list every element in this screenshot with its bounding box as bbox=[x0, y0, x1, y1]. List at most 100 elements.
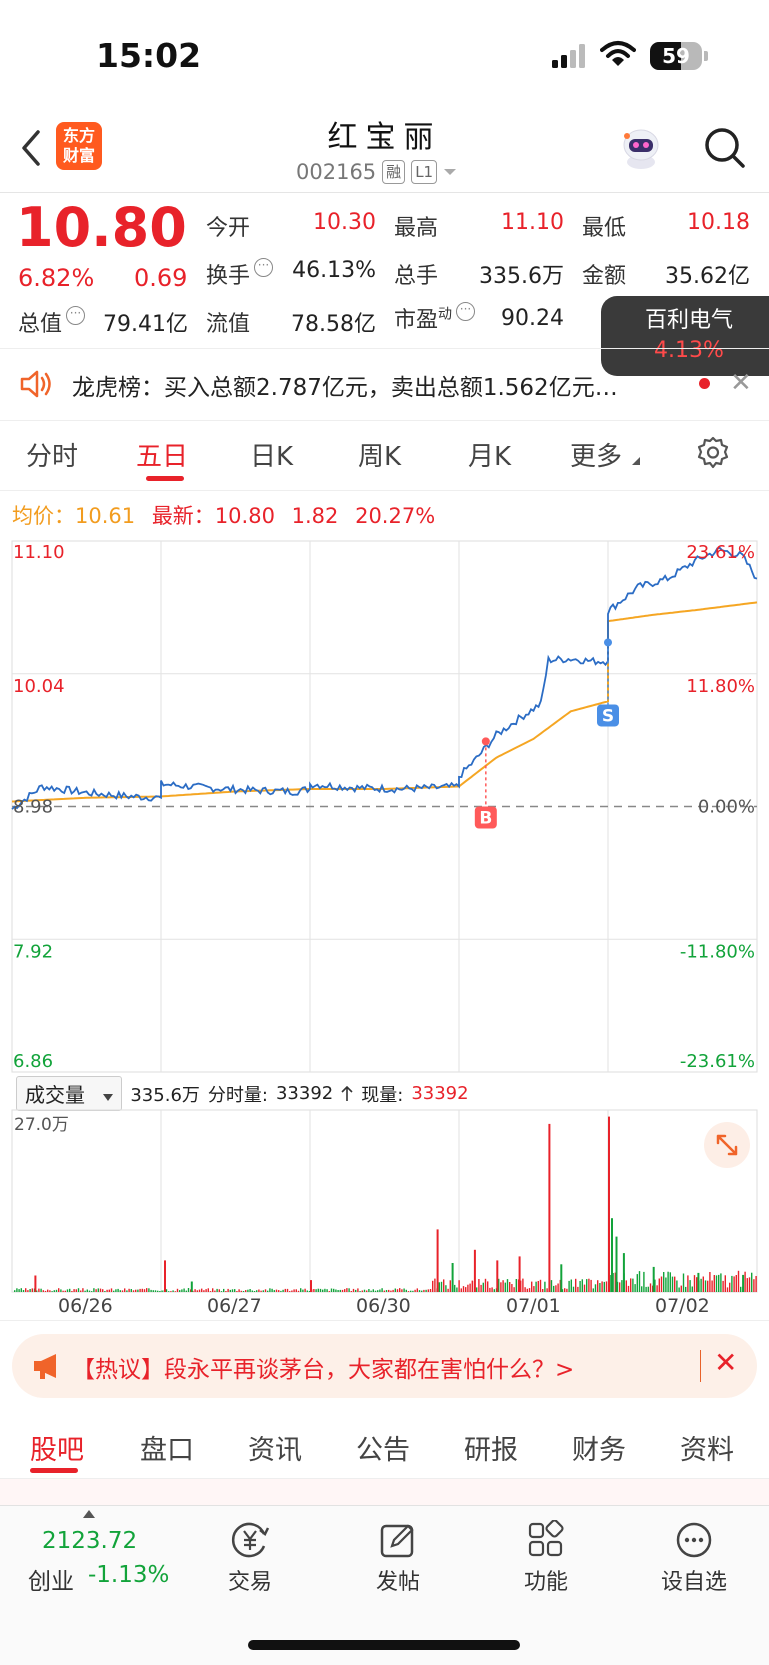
tab-news[interactable]: 资讯 bbox=[248, 1435, 302, 1466]
search-icon[interactable] bbox=[703, 126, 747, 170]
volume-bar bbox=[709, 1272, 711, 1292]
nav-add-watchlist[interactable]: 设自选 bbox=[644, 1520, 744, 1596]
volume-bar bbox=[234, 1289, 236, 1292]
volume-bar bbox=[513, 1287, 515, 1292]
battery-icon: 59 bbox=[650, 42, 702, 70]
tab-guba[interactable]: 股吧 bbox=[30, 1435, 84, 1466]
volume-spike-bar bbox=[622, 1253, 625, 1292]
tab-more[interactable]: 更多 bbox=[570, 436, 641, 473]
volume-bar bbox=[696, 1277, 698, 1292]
grid-apps-icon bbox=[528, 1520, 564, 1557]
volume-bar bbox=[82, 1288, 84, 1292]
nav-trade[interactable]: 交易 bbox=[200, 1520, 300, 1596]
volume-bar bbox=[152, 1290, 154, 1292]
volume-bar bbox=[161, 1290, 163, 1292]
volume-bar bbox=[330, 1288, 333, 1292]
volume-bar bbox=[271, 1288, 273, 1292]
open-label: 今开 bbox=[206, 216, 251, 241]
volume-bar bbox=[249, 1289, 251, 1292]
volume-bar bbox=[476, 1287, 478, 1292]
gear-icon[interactable] bbox=[696, 436, 730, 470]
nav-functions[interactable]: 功能 bbox=[496, 1520, 596, 1596]
volume-bar bbox=[194, 1289, 196, 1292]
sector-percent: 4.13% bbox=[654, 338, 724, 363]
volume-bar bbox=[416, 1288, 418, 1292]
tab-profile[interactable]: 资料 bbox=[680, 1435, 734, 1466]
volume-bar bbox=[421, 1290, 423, 1292]
volume-bar bbox=[733, 1276, 735, 1292]
volume-indicator-select[interactable]: 成交量 bbox=[16, 1076, 123, 1111]
tab-announcements[interactable]: 公告 bbox=[356, 1435, 410, 1466]
volume-bar bbox=[157, 1290, 159, 1292]
volume-bar bbox=[443, 1279, 445, 1292]
stock-code-row[interactable]: 002165 融 L1 bbox=[296, 160, 457, 184]
tab-more-label: 更多 bbox=[570, 442, 623, 472]
index-name[interactable]: 创业 bbox=[28, 1569, 74, 1595]
volume-bar bbox=[207, 1288, 209, 1292]
volume-bar bbox=[363, 1289, 366, 1292]
tab-research[interactable]: 研报 bbox=[464, 1435, 518, 1466]
close-icon[interactable]: ✕ bbox=[714, 1346, 738, 1379]
volume-bar bbox=[214, 1290, 216, 1292]
tab-five-day[interactable]: 五日 bbox=[136, 442, 189, 472]
index-value[interactable]: 2123.72 bbox=[42, 1528, 138, 1554]
volume-bar bbox=[141, 1288, 143, 1292]
sector-card[interactable]: 百利电气 4.13% bbox=[601, 296, 769, 376]
volume-bar bbox=[218, 1289, 220, 1292]
volume-chart[interactable]: 27.0万 bbox=[0, 1108, 769, 1294]
volume-bar bbox=[117, 1288, 119, 1292]
index-change[interactable]: -1.13% bbox=[88, 1562, 170, 1588]
volume-bar bbox=[238, 1289, 240, 1292]
five-day-price-chart[interactable]: B S 11.10 10.04 8.98 7.92 6.86 23.61% 11.80% 0.0… bbox=[0, 534, 769, 1074]
volume-bar bbox=[423, 1289, 425, 1292]
volume-bar bbox=[579, 1281, 581, 1292]
up-arrow-icon bbox=[341, 1085, 353, 1101]
volume-spike-bar bbox=[742, 1274, 745, 1292]
status-time: 15:02 bbox=[96, 36, 202, 75]
volume-bar bbox=[460, 1288, 462, 1292]
mktcap-label[interactable]: 总值 ··· bbox=[18, 306, 86, 338]
volume-bar bbox=[678, 1287, 680, 1292]
tab-order-book[interactable]: 盘口 bbox=[140, 1435, 194, 1466]
volume-bar bbox=[707, 1280, 709, 1292]
volume-bar bbox=[269, 1288, 271, 1292]
volume-bar bbox=[91, 1291, 93, 1292]
volume-bar bbox=[654, 1279, 656, 1292]
pe-label[interactable]: 市盈动 ··· bbox=[394, 302, 476, 334]
volume-bar bbox=[586, 1279, 588, 1292]
volume-bar bbox=[110, 1288, 113, 1292]
volume-bar bbox=[427, 1289, 429, 1292]
volume-bar bbox=[392, 1289, 394, 1292]
unread-dot bbox=[699, 378, 710, 389]
volume-bar bbox=[196, 1290, 198, 1292]
volume-bar bbox=[469, 1283, 471, 1292]
close-icon[interactable]: ✕ bbox=[730, 368, 752, 398]
hot-topic-banner[interactable] bbox=[12, 1334, 757, 1398]
date-label: 06/27 bbox=[207, 1295, 262, 1317]
expand-icon[interactable] bbox=[704, 1122, 750, 1168]
robot-assistant-icon[interactable] bbox=[617, 124, 665, 172]
turnover-label[interactable]: 换手 ··· bbox=[206, 258, 274, 290]
volume-spike-bar bbox=[611, 1218, 613, 1292]
volume-bar bbox=[720, 1273, 722, 1292]
volume-bar bbox=[726, 1287, 729, 1292]
volume-bar bbox=[564, 1288, 566, 1292]
tab-financials[interactable]: 财务 bbox=[572, 1435, 626, 1466]
sell-marker[interactable] bbox=[597, 704, 619, 727]
tab-monthly-k[interactable]: 月K bbox=[468, 442, 512, 472]
volume-bar bbox=[509, 1282, 511, 1292]
volume-bar bbox=[216, 1288, 218, 1292]
volume-bar bbox=[225, 1291, 227, 1292]
nav-post[interactable]: 发帖 bbox=[348, 1520, 448, 1596]
volume-bar bbox=[25, 1288, 27, 1292]
volume-bar bbox=[388, 1289, 390, 1292]
back-arrow-icon[interactable] bbox=[18, 128, 42, 168]
tab-daily-k[interactable]: 日K bbox=[250, 442, 294, 472]
tab-intraday[interactable]: 分时 bbox=[26, 442, 79, 472]
volume-bar bbox=[372, 1289, 374, 1292]
tab-weekly-k[interactable]: 周K bbox=[358, 442, 402, 472]
volume-bar bbox=[253, 1291, 256, 1292]
minute-volume-label: 分时量: bbox=[207, 1084, 268, 1106]
current-volume-value: 33392 bbox=[411, 1083, 469, 1104]
buy-marker[interactable] bbox=[474, 806, 497, 829]
